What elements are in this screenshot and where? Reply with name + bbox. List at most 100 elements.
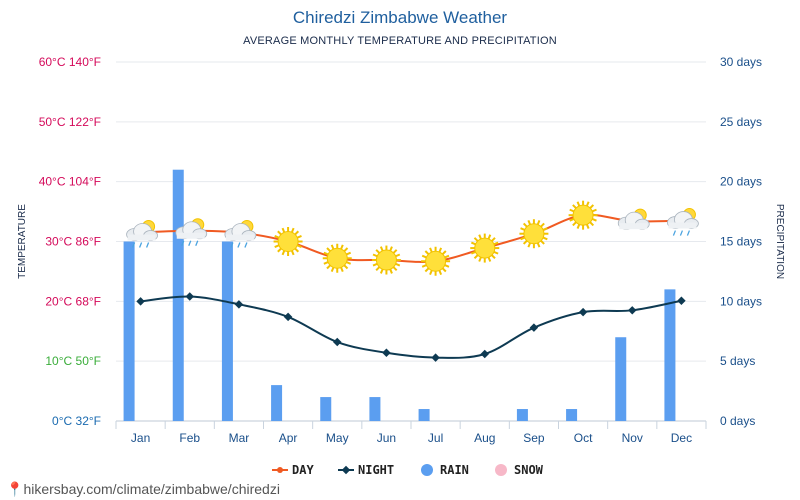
source-link-text: hikersbay.com/climate/zimbabwe/chiredzi <box>23 481 280 497</box>
rain-drop <box>145 242 150 248</box>
cloud-base <box>225 234 254 241</box>
x-tick-label: Dec <box>671 431 692 445</box>
x-tick-label: Mar <box>229 431 250 445</box>
sun-icon <box>371 245 401 275</box>
x-tick-label: May <box>326 431 349 445</box>
night-point <box>283 312 293 322</box>
legend-marker <box>277 467 283 473</box>
rain-drop <box>237 242 241 248</box>
rain-drop <box>131 242 136 248</box>
x-tick-label: Apr <box>279 431 298 445</box>
y-left-tick-label: 50°C 122°F <box>39 115 101 129</box>
rain-bar <box>516 409 528 421</box>
rain-drop <box>138 242 143 248</box>
sun-icon <box>470 233 500 263</box>
rain-bar <box>369 397 381 421</box>
location-pin-icon: 📍 <box>6 481 24 497</box>
y-left-tick-label: 0°C 32°F <box>52 414 101 428</box>
y-left-tick-label: 40°C 104°F <box>39 175 101 189</box>
rain-bar <box>566 409 578 421</box>
legend-item-rain: RAIN <box>421 463 469 477</box>
chart-subtitle: AVERAGE MONTHLY TEMPERATURE AND PRECIPIT… <box>243 35 557 47</box>
night-point <box>185 292 194 301</box>
rain-bar <box>123 241 135 421</box>
cloud-base <box>127 234 156 241</box>
legend-item-snow: SNOW <box>495 463 544 477</box>
partly-cloudy-icon <box>617 208 650 230</box>
rain-drop <box>230 242 234 248</box>
legend-item-night: NIGHT <box>338 463 394 477</box>
sun-icon <box>322 243 352 273</box>
rain-bar <box>664 289 676 421</box>
rain-drop <box>188 240 192 246</box>
legend-label: RAIN <box>440 463 469 477</box>
legend-label: SNOW <box>514 463 544 477</box>
rain-bar <box>271 385 283 421</box>
rain-bar <box>172 169 184 421</box>
x-tick-label: Jun <box>377 431 396 445</box>
y-right-tick-label: 20 days <box>720 175 762 189</box>
sun-disc <box>523 223 545 245</box>
y-right-tick-label: 30 days <box>720 55 762 69</box>
night-point <box>529 323 539 332</box>
sun-icon <box>421 246 451 276</box>
y-left-tick-label: 10°C 50°F <box>45 354 101 368</box>
y-left-axis-title: TEMPERATURE <box>17 204 28 279</box>
sun-icon <box>273 227 303 256</box>
night-point <box>578 307 588 317</box>
chart-title: Chiredzi Zimbabwe Weather <box>292 8 508 27</box>
y-left-tick-label: 30°C 86°F <box>45 235 101 249</box>
legend-marker <box>495 464 507 476</box>
y-right-tick-label: 10 days <box>720 294 762 308</box>
legend-label: DAY <box>292 463 314 477</box>
sun-disc <box>326 247 348 269</box>
sun-disc <box>277 231 299 252</box>
night-point <box>234 300 244 309</box>
night-point <box>136 297 145 306</box>
legend-marker <box>341 465 351 475</box>
x-tick-label: Nov <box>622 431 643 445</box>
night-point <box>431 353 440 362</box>
y-right-tick-label: 15 days <box>720 235 762 249</box>
sun-icon <box>568 200 598 230</box>
day-series-line <box>140 213 682 263</box>
rain-drop <box>686 230 691 236</box>
cloud-base <box>176 232 205 239</box>
sun-disc <box>474 237 496 259</box>
y-right-tick-label: 25 days <box>720 115 762 129</box>
rain-bar <box>221 241 233 421</box>
sun-disc <box>572 204 594 226</box>
x-tick-label: Sep <box>523 431 545 445</box>
rain-bar <box>320 397 332 421</box>
rain-bar <box>615 337 627 421</box>
night-point <box>480 349 489 359</box>
rain-drop <box>181 240 185 246</box>
rain-bar <box>418 409 430 421</box>
cloud-base <box>668 222 697 229</box>
night-point <box>333 337 342 347</box>
night-point <box>382 348 391 358</box>
y-left-tick-label: 60°C 140°F <box>39 55 101 69</box>
partly-cloudy-rain-icon <box>224 220 257 248</box>
partly-cloudy-rain-icon <box>126 220 158 248</box>
source-link[interactable]: 📍hikersbay.com/climate/zimbabwe/chiredzi <box>6 481 280 498</box>
y-right-tick-label: 5 days <box>720 354 755 368</box>
night-point <box>628 306 637 315</box>
y-right-axis-title: PRECIPITATION <box>774 204 785 279</box>
y-left-tick-label: 20°C 68°F <box>45 294 101 308</box>
rain-drop <box>672 230 677 236</box>
sun-icon <box>519 219 549 249</box>
legend-marker <box>421 464 433 476</box>
cloud-base <box>619 223 648 230</box>
x-tick-label: Jan <box>131 431 150 445</box>
sun-disc <box>425 250 447 272</box>
sun-disc <box>375 249 397 271</box>
legend-item-day: DAY <box>272 463 314 477</box>
x-tick-label: Jul <box>428 431 443 445</box>
night-series-line <box>140 295 682 359</box>
legend-label: NIGHT <box>358 463 394 477</box>
rain-drop <box>679 230 684 236</box>
x-tick-label: Oct <box>574 431 593 445</box>
x-tick-label: Aug <box>474 431 495 445</box>
